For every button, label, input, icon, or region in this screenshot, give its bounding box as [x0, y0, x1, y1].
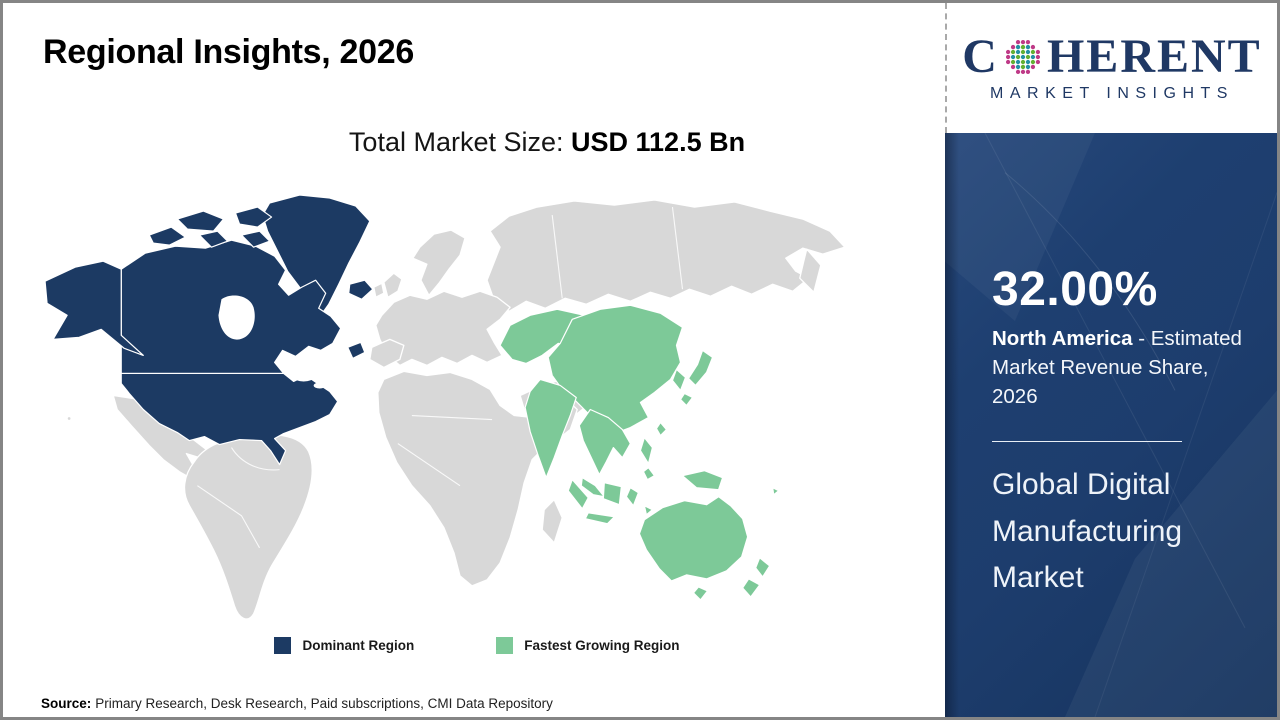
panel-divider [992, 441, 1182, 443]
fastest-growing-region-swatch [496, 637, 514, 654]
page-title: Regional Insights, 2026 [43, 33, 414, 71]
share-description: North America - Estimated Market Revenue… [992, 324, 1247, 411]
sidebar-map-texture [945, 133, 1277, 717]
share-region: North America [992, 327, 1133, 350]
stats-content: 32.00% North America - Estimated Market … [945, 133, 1277, 602]
coherent-globe-icon [1005, 39, 1041, 75]
source-text: Primary Research, Desk Research, Paid su… [95, 696, 553, 711]
share-desc-text: - Estimated Market Revenue Share, 2026 [992, 327, 1242, 409]
market-name: Global Digital Manufacturing Market [992, 468, 1183, 595]
dominant-region-swatch [274, 637, 292, 654]
brand-letter-c: C [962, 30, 999, 83]
logo: C HERENT MARKET INSIGHTS [945, 3, 1277, 133]
fastest-growing-region-label: Fastest Growing Region [524, 638, 680, 653]
sidebar: C HERENT MARKET INSIGHTS [945, 3, 1277, 717]
region-north-america [44, 194, 374, 466]
source-label: Source: [41, 696, 92, 711]
source-line: Source: Primary Research, Desk Research, … [41, 696, 553, 711]
market-size-line: Total Market Size: USD 112.5 Bn [143, 127, 951, 158]
world-map [31, 185, 893, 631]
share-value: 32.00% [992, 263, 1158, 316]
market-size-value: USD 112.5 Bn [571, 127, 746, 157]
stats-panel: 32.00% North America - Estimated Market … [945, 133, 1277, 717]
brand-letters-rest: HERENT [1046, 30, 1262, 83]
region-asia-pacific [499, 304, 780, 601]
market-size-prefix: Total Market Size: [348, 127, 571, 157]
legend-item-dominant: Dominant Region [274, 637, 414, 654]
main-panel: Regional Insights, 2026 Total Market Siz… [3, 3, 951, 717]
legend-item-fastest-growing: Fastest Growing Region [496, 637, 680, 654]
map-legend: Dominant Region Fastest Growing Region [3, 637, 951, 654]
brand-wordmark: C HERENT [962, 33, 1261, 81]
brand-tagline: MARKET INSIGHTS [990, 85, 1234, 102]
world-map-svg [44, 194, 846, 620]
dominant-region-label: Dominant Region [302, 638, 415, 653]
